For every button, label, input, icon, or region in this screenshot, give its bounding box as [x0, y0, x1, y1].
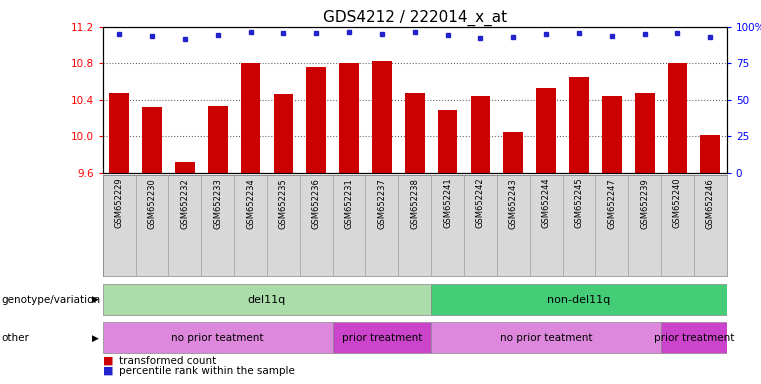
- Text: GSM652229: GSM652229: [115, 178, 123, 228]
- Text: GSM652237: GSM652237: [377, 178, 387, 228]
- Text: GSM652232: GSM652232: [180, 178, 189, 228]
- Text: ▶: ▶: [92, 295, 99, 304]
- Bar: [497, 175, 530, 276]
- Bar: [398, 175, 431, 276]
- Bar: [372, 61, 392, 173]
- Bar: [405, 93, 425, 173]
- Bar: [234, 175, 267, 276]
- Bar: [307, 67, 326, 173]
- Bar: [103, 175, 135, 276]
- Text: GSM652230: GSM652230: [148, 178, 157, 228]
- Text: GSM652244: GSM652244: [542, 178, 551, 228]
- Text: ■: ■: [103, 366, 113, 376]
- Bar: [333, 175, 365, 276]
- Bar: [661, 175, 694, 276]
- Text: GSM652240: GSM652240: [673, 178, 682, 228]
- Bar: [661, 323, 727, 353]
- Bar: [201, 175, 234, 276]
- Bar: [267, 175, 300, 276]
- Text: genotype/variation: genotype/variation: [2, 295, 100, 305]
- Text: GSM652242: GSM652242: [476, 178, 485, 228]
- Bar: [208, 106, 228, 173]
- Text: non-del11q: non-del11q: [547, 295, 610, 305]
- Bar: [504, 132, 523, 173]
- Text: GSM652231: GSM652231: [345, 178, 354, 228]
- Text: GSM652235: GSM652235: [279, 178, 288, 228]
- Text: GSM652241: GSM652241: [443, 178, 452, 228]
- Bar: [431, 323, 661, 353]
- Bar: [595, 175, 629, 276]
- Bar: [110, 93, 129, 173]
- Text: transformed count: transformed count: [119, 356, 217, 366]
- Bar: [635, 93, 654, 173]
- Bar: [175, 162, 195, 173]
- Text: no prior teatment: no prior teatment: [500, 333, 592, 343]
- Text: percentile rank within the sample: percentile rank within the sample: [119, 366, 295, 376]
- Bar: [569, 77, 589, 173]
- Bar: [562, 175, 595, 276]
- Bar: [431, 284, 727, 315]
- Text: no prior teatment: no prior teatment: [171, 333, 264, 343]
- Bar: [365, 175, 398, 276]
- Text: ▶: ▶: [92, 333, 99, 343]
- Bar: [103, 284, 431, 315]
- Bar: [103, 323, 333, 353]
- Title: GDS4212 / 222014_x_at: GDS4212 / 222014_x_at: [323, 9, 507, 25]
- Text: other: other: [2, 333, 30, 343]
- Bar: [431, 175, 464, 276]
- Bar: [694, 175, 727, 276]
- Bar: [470, 96, 490, 173]
- Bar: [438, 110, 457, 173]
- Text: ■: ■: [103, 356, 113, 366]
- Bar: [168, 175, 201, 276]
- Text: GSM652243: GSM652243: [509, 178, 517, 228]
- Text: GSM652245: GSM652245: [575, 178, 584, 228]
- Text: GSM652233: GSM652233: [213, 178, 222, 228]
- Text: prior treatment: prior treatment: [654, 333, 734, 343]
- Text: GSM652238: GSM652238: [410, 178, 419, 228]
- Bar: [240, 63, 260, 173]
- Text: GSM652247: GSM652247: [607, 178, 616, 228]
- Bar: [667, 63, 687, 173]
- Bar: [142, 107, 162, 173]
- Bar: [135, 175, 168, 276]
- Bar: [537, 88, 556, 173]
- Bar: [629, 175, 661, 276]
- Bar: [300, 175, 333, 276]
- Bar: [464, 175, 497, 276]
- Text: prior treatment: prior treatment: [342, 333, 422, 343]
- Text: GSM652234: GSM652234: [246, 178, 255, 228]
- Bar: [700, 136, 720, 173]
- Bar: [273, 94, 293, 173]
- Bar: [339, 63, 359, 173]
- Text: GSM652236: GSM652236: [312, 178, 320, 228]
- Bar: [602, 96, 622, 173]
- Text: del11q: del11q: [248, 295, 286, 305]
- Bar: [530, 175, 562, 276]
- Text: GSM652246: GSM652246: [706, 178, 715, 228]
- Bar: [333, 323, 431, 353]
- Text: GSM652239: GSM652239: [640, 178, 649, 228]
